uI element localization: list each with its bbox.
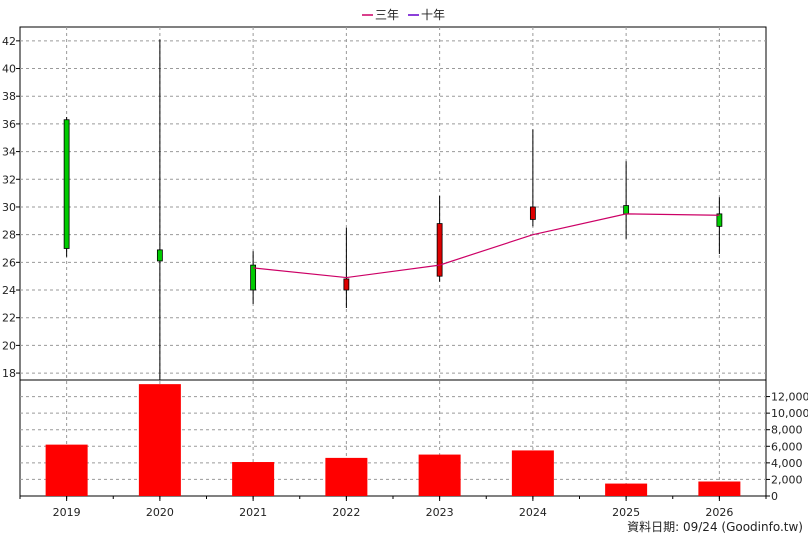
volume-bar — [605, 483, 648, 496]
volume-bar — [511, 450, 554, 496]
volume-tick-label: 2,000 — [771, 473, 803, 486]
x-tick-label: 2025 — [612, 506, 640, 519]
candle-body — [716, 213, 723, 227]
x-tick-label: 2019 — [53, 506, 81, 519]
legend-label-10y: 十年 — [421, 8, 445, 22]
data-date-footer: 資料日期: 09/24 (Goodinfo.tw) — [627, 520, 803, 534]
price-tick-label: 20 — [2, 339, 16, 352]
candle-body — [436, 223, 443, 277]
legend-label-3y: 三年 — [375, 8, 399, 22]
volume-bar — [418, 454, 461, 496]
volume-bar — [138, 384, 181, 496]
average-lines — [253, 213, 720, 279]
volume-axis: 0 2,000 4,000 6,000 8,000 10,000 12,000 — [766, 391, 808, 503]
volume-bar — [325, 457, 368, 496]
volume-bar — [45, 444, 88, 496]
volume-bars — [45, 384, 741, 496]
price-tick-label: 26 — [2, 256, 16, 269]
x-axis: 2019 2020 2021 2022 2023 2024 2025 2026 — [19, 496, 767, 519]
volume-bar — [232, 462, 275, 496]
volume-tick-label: 12,000 — [771, 391, 808, 404]
candle-body — [343, 278, 350, 291]
candle-body — [156, 249, 163, 262]
candle-body — [250, 264, 257, 291]
x-tick-label: 2022 — [332, 506, 360, 519]
volume-tick-label: 6,000 — [771, 440, 803, 453]
price-tick-label: 18 — [2, 367, 16, 380]
price-tick-label: 42 — [2, 35, 16, 48]
x-tick-label: 2023 — [426, 506, 454, 519]
candle-body — [623, 205, 630, 215]
price-tick-label: 36 — [2, 118, 16, 131]
volume-bar — [698, 481, 741, 496]
price-tick-label: 28 — [2, 229, 16, 242]
plot-frame — [19, 26, 767, 497]
price-tick-label: 30 — [2, 201, 16, 214]
x-tick-label: 2021 — [239, 506, 267, 519]
x-tick-label: 2026 — [705, 506, 733, 519]
price-tick-label: 22 — [2, 312, 16, 325]
x-tick-label: 2020 — [146, 506, 174, 519]
price-tick-label: 34 — [2, 146, 16, 159]
price-axis: 18 20 22 24 26 28 30 32 34 36 38 40 42 — [2, 35, 20, 380]
candlesticks — [63, 39, 723, 380]
volume-tick-label: 10,000 — [771, 407, 808, 420]
candle-body — [63, 119, 70, 249]
volume-tick-label: 0 — [771, 490, 778, 503]
price-tick-label: 32 — [2, 173, 16, 186]
price-tick-label: 24 — [2, 284, 16, 297]
price-tick-label: 40 — [2, 63, 16, 76]
average-line — [253, 213, 720, 279]
grid — [20, 27, 766, 496]
volume-tick-label: 4,000 — [771, 457, 803, 470]
price-tick-label: 38 — [2, 90, 16, 103]
legend: 三年 十年 — [362, 8, 445, 22]
volume-tick-label: 8,000 — [771, 424, 803, 437]
x-tick-label: 2024 — [519, 506, 547, 519]
candle-body — [529, 206, 536, 220]
